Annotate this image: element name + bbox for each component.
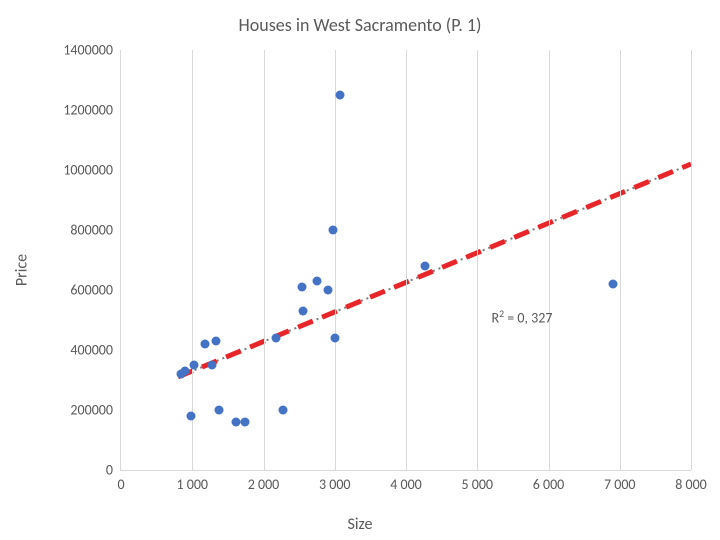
- r-squared-label: R2 = 0, 327: [492, 308, 553, 327]
- scatter-point: [201, 340, 210, 349]
- chart-container: Houses in West Sacramento (P. 1) Price S…: [0, 0, 720, 540]
- grid-line-vertical: [192, 50, 193, 470]
- grid-line-vertical: [335, 50, 336, 470]
- y-axis-label: Price: [13, 254, 32, 286]
- scatter-point: [312, 277, 321, 286]
- grid-line-vertical: [620, 50, 621, 470]
- scatter-point: [299, 307, 308, 316]
- scatter-point: [212, 337, 221, 346]
- y-tick-label: 1400000: [63, 42, 121, 59]
- scatter-point: [181, 367, 190, 376]
- y-tick-label: 400000: [70, 342, 121, 359]
- scatter-point: [420, 262, 429, 271]
- scatter-point: [608, 280, 617, 289]
- x-tick-label: 5 000: [461, 470, 493, 493]
- y-tick-label: 800000: [70, 222, 121, 239]
- y-tick-label: 1200000: [63, 102, 121, 119]
- scatter-point: [323, 286, 332, 295]
- trendline-dotted: [178, 164, 691, 377]
- x-tick-label: 7 000: [604, 470, 636, 493]
- grid-line-vertical: [691, 50, 692, 470]
- x-tick-label: 8 000: [675, 470, 707, 493]
- scatter-point: [186, 412, 195, 421]
- scatter-point: [272, 334, 281, 343]
- x-tick-label: 2 000: [248, 470, 280, 493]
- scatter-point: [189, 361, 198, 370]
- grid-line-vertical: [406, 50, 407, 470]
- scatter-point: [335, 91, 344, 100]
- y-tick-label: 0: [106, 462, 121, 479]
- scatter-point: [329, 226, 338, 235]
- y-tick-label: 600000: [70, 282, 121, 299]
- scatter-point: [279, 406, 288, 415]
- scatter-point: [240, 418, 249, 427]
- grid-line-vertical: [549, 50, 550, 470]
- x-tick-label: 4 000: [390, 470, 422, 493]
- trendline-red: [178, 164, 691, 377]
- y-tick-label: 200000: [70, 402, 121, 419]
- plot-area: 01 0002 0003 0004 0005 0006 0007 0008 00…: [120, 50, 691, 471]
- scatter-point: [297, 283, 306, 292]
- x-tick-label: 3 000: [319, 470, 351, 493]
- scatter-point: [208, 361, 217, 370]
- x-axis-label: Size: [0, 515, 720, 534]
- grid-line-vertical: [477, 50, 478, 470]
- scatter-point: [330, 334, 339, 343]
- y-tick-label: 1000000: [63, 162, 121, 179]
- chart-title: Houses in West Sacramento (P. 1): [0, 14, 720, 36]
- scatter-point: [215, 406, 224, 415]
- x-tick-label: 6 000: [533, 470, 565, 493]
- grid-line-vertical: [264, 50, 265, 470]
- x-tick-label: 1 000: [176, 470, 208, 493]
